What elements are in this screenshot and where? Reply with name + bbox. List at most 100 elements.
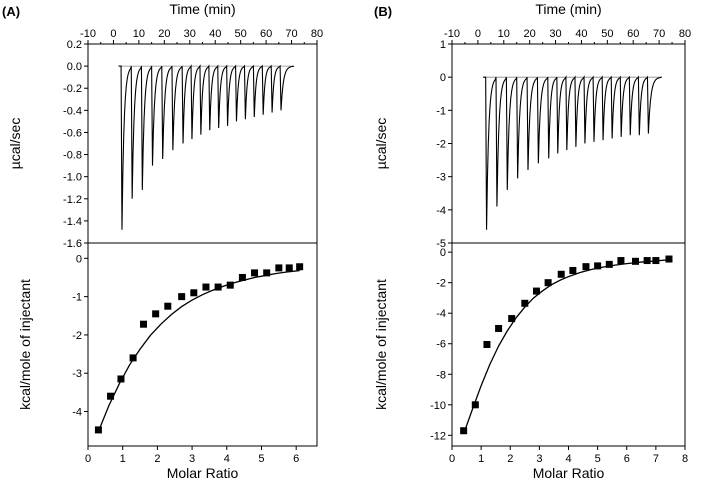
- top-y-tick-label: -0.8: [63, 150, 82, 162]
- top-x-tick-label: 30: [549, 28, 561, 40]
- data-point: [107, 392, 115, 400]
- bottom-y-tick-label: -6: [436, 339, 446, 351]
- data-point: [251, 269, 259, 277]
- data-point: [617, 257, 625, 265]
- bottom-y-tick-label: -10: [430, 400, 446, 412]
- data-point: [164, 302, 172, 310]
- top-x-tick-label: 20: [524, 28, 536, 40]
- data-point: [532, 287, 540, 295]
- bottom-y-tick-label: -8: [436, 369, 446, 381]
- bottom-x-tick-label: 0: [85, 453, 91, 465]
- fit-curve: [463, 259, 670, 435]
- data-point: [140, 320, 148, 328]
- bottom-y-axis-title: kcal/mole of injectant: [373, 279, 389, 410]
- data-point: [652, 257, 660, 265]
- data-point: [152, 310, 160, 318]
- bottom-x-tick-label: 8: [682, 453, 688, 465]
- top-x-tick-label: 0: [475, 28, 481, 40]
- data-point: [296, 263, 304, 271]
- data-point: [594, 262, 602, 270]
- data-point: [557, 270, 565, 278]
- top-x-tick-label: 50: [235, 28, 247, 40]
- top-y-tick-label: -0.4: [63, 105, 82, 117]
- data-point: [521, 299, 529, 307]
- top-x-tick-label: 80: [679, 28, 691, 40]
- data-point: [226, 281, 234, 289]
- thermogram-trace: [483, 75, 662, 230]
- bottom-plot: 0 1 2 3 4 5 6 Molar Ratio 0 -1 -2 -3 -4 kcal/mole of …: [17, 242, 318, 481]
- top-y-axis-title: µcal/sec: [7, 118, 23, 170]
- bottom-x-tick-label: 6: [624, 453, 630, 465]
- data-point: [665, 255, 673, 263]
- top-y-tick-label: -1.6: [63, 238, 82, 250]
- thermogram-trace: [118, 64, 295, 230]
- bottom-plot-frame: [87, 242, 318, 447]
- bottom-x-tick-label: 2: [154, 453, 160, 465]
- top-y-tick-label: 0.0: [67, 61, 82, 73]
- data-point: [582, 263, 590, 271]
- bottom-y-tick-label: -4: [436, 308, 446, 320]
- top-x-axis-title: Time (min): [169, 1, 235, 17]
- bottom-y-tick-label: -4: [72, 407, 82, 419]
- top-y-tick-label: -2: [436, 139, 446, 151]
- top-y-tick-label: -1.4: [63, 216, 82, 228]
- top-y-tick-label: -4: [436, 205, 446, 217]
- top-x-tick-label: 80: [311, 28, 323, 40]
- data-point: [495, 324, 503, 332]
- top-x-tick-label: 50: [601, 28, 613, 40]
- top-x-tick-label: 20: [158, 28, 170, 40]
- bottom-x-tick-label: 2: [507, 453, 513, 465]
- data-point: [483, 341, 491, 348]
- data-point: [214, 283, 222, 291]
- top-y-axis-title: µcal/sec: [373, 118, 389, 170]
- data-point: [202, 283, 210, 291]
- bottom-x-tick-label: 4: [224, 453, 230, 465]
- data-point: [285, 264, 293, 272]
- top-x-tick-label: 70: [285, 28, 297, 40]
- data-point: [631, 257, 639, 265]
- bottom-x-tick-label: 0: [449, 453, 455, 465]
- top-x-tick-label: -10: [444, 28, 460, 40]
- top-y-tick-label: -1.2: [63, 194, 82, 206]
- top-y-tick-label: 1: [440, 39, 446, 51]
- bottom-x-tick-label: 1: [478, 453, 484, 465]
- bottom-y-tick-label: 0: [76, 253, 82, 265]
- data-point: [129, 354, 137, 362]
- bottom-x-axis-title: Molar Ratio: [533, 465, 605, 481]
- top-y-tick-label: 0: [440, 72, 446, 84]
- top-y-tick-label: -5: [436, 238, 446, 250]
- top-x-tick-label: 10: [133, 28, 145, 40]
- top-x-axis-title: Time (min): [535, 1, 601, 17]
- data-point: [117, 375, 125, 383]
- data-point: [643, 257, 651, 265]
- data-point: [460, 427, 468, 435]
- top-y-tick-label: -1.0: [63, 172, 82, 184]
- top-x-tick-label: 0: [110, 28, 116, 40]
- bottom-x-tick-label: 6: [293, 453, 299, 465]
- data-point: [238, 273, 246, 281]
- top-y-tick-label: -0.2: [63, 83, 82, 95]
- bottom-y-tick-label: -3: [72, 368, 82, 380]
- top-y-tick-label: 0.2: [67, 39, 82, 51]
- top-y-tick-label: -1: [436, 105, 446, 117]
- bottom-y-tick-label: -1: [72, 292, 82, 304]
- bottom-x-tick-label: 5: [595, 453, 601, 465]
- top-x-tick-label: 30: [184, 28, 196, 40]
- bottom-x-tick-label: 5: [258, 453, 264, 465]
- bottom-x-tick-label: 7: [653, 453, 659, 465]
- fit-curve: [97, 269, 300, 432]
- top-x-tick-label: 60: [627, 28, 639, 40]
- data-point: [190, 289, 198, 297]
- bottom-plot: 0 1 2 3 4 5 6 7 8 Molar Ratio 0 -2 -4 -6 -8 -10 -12 kcal/…: [373, 242, 688, 481]
- bottom-x-tick-label: 4: [565, 453, 571, 465]
- bottom-x-tick-label: 3: [189, 453, 195, 465]
- top-y-tick-label: -3: [436, 172, 446, 184]
- top-x-tick-label: 10: [498, 28, 510, 40]
- bottom-x-axis-title: Molar Ratio: [167, 465, 239, 481]
- panel-label: (A): [2, 4, 20, 19]
- top-y-tick-label: -0.6: [63, 127, 82, 139]
